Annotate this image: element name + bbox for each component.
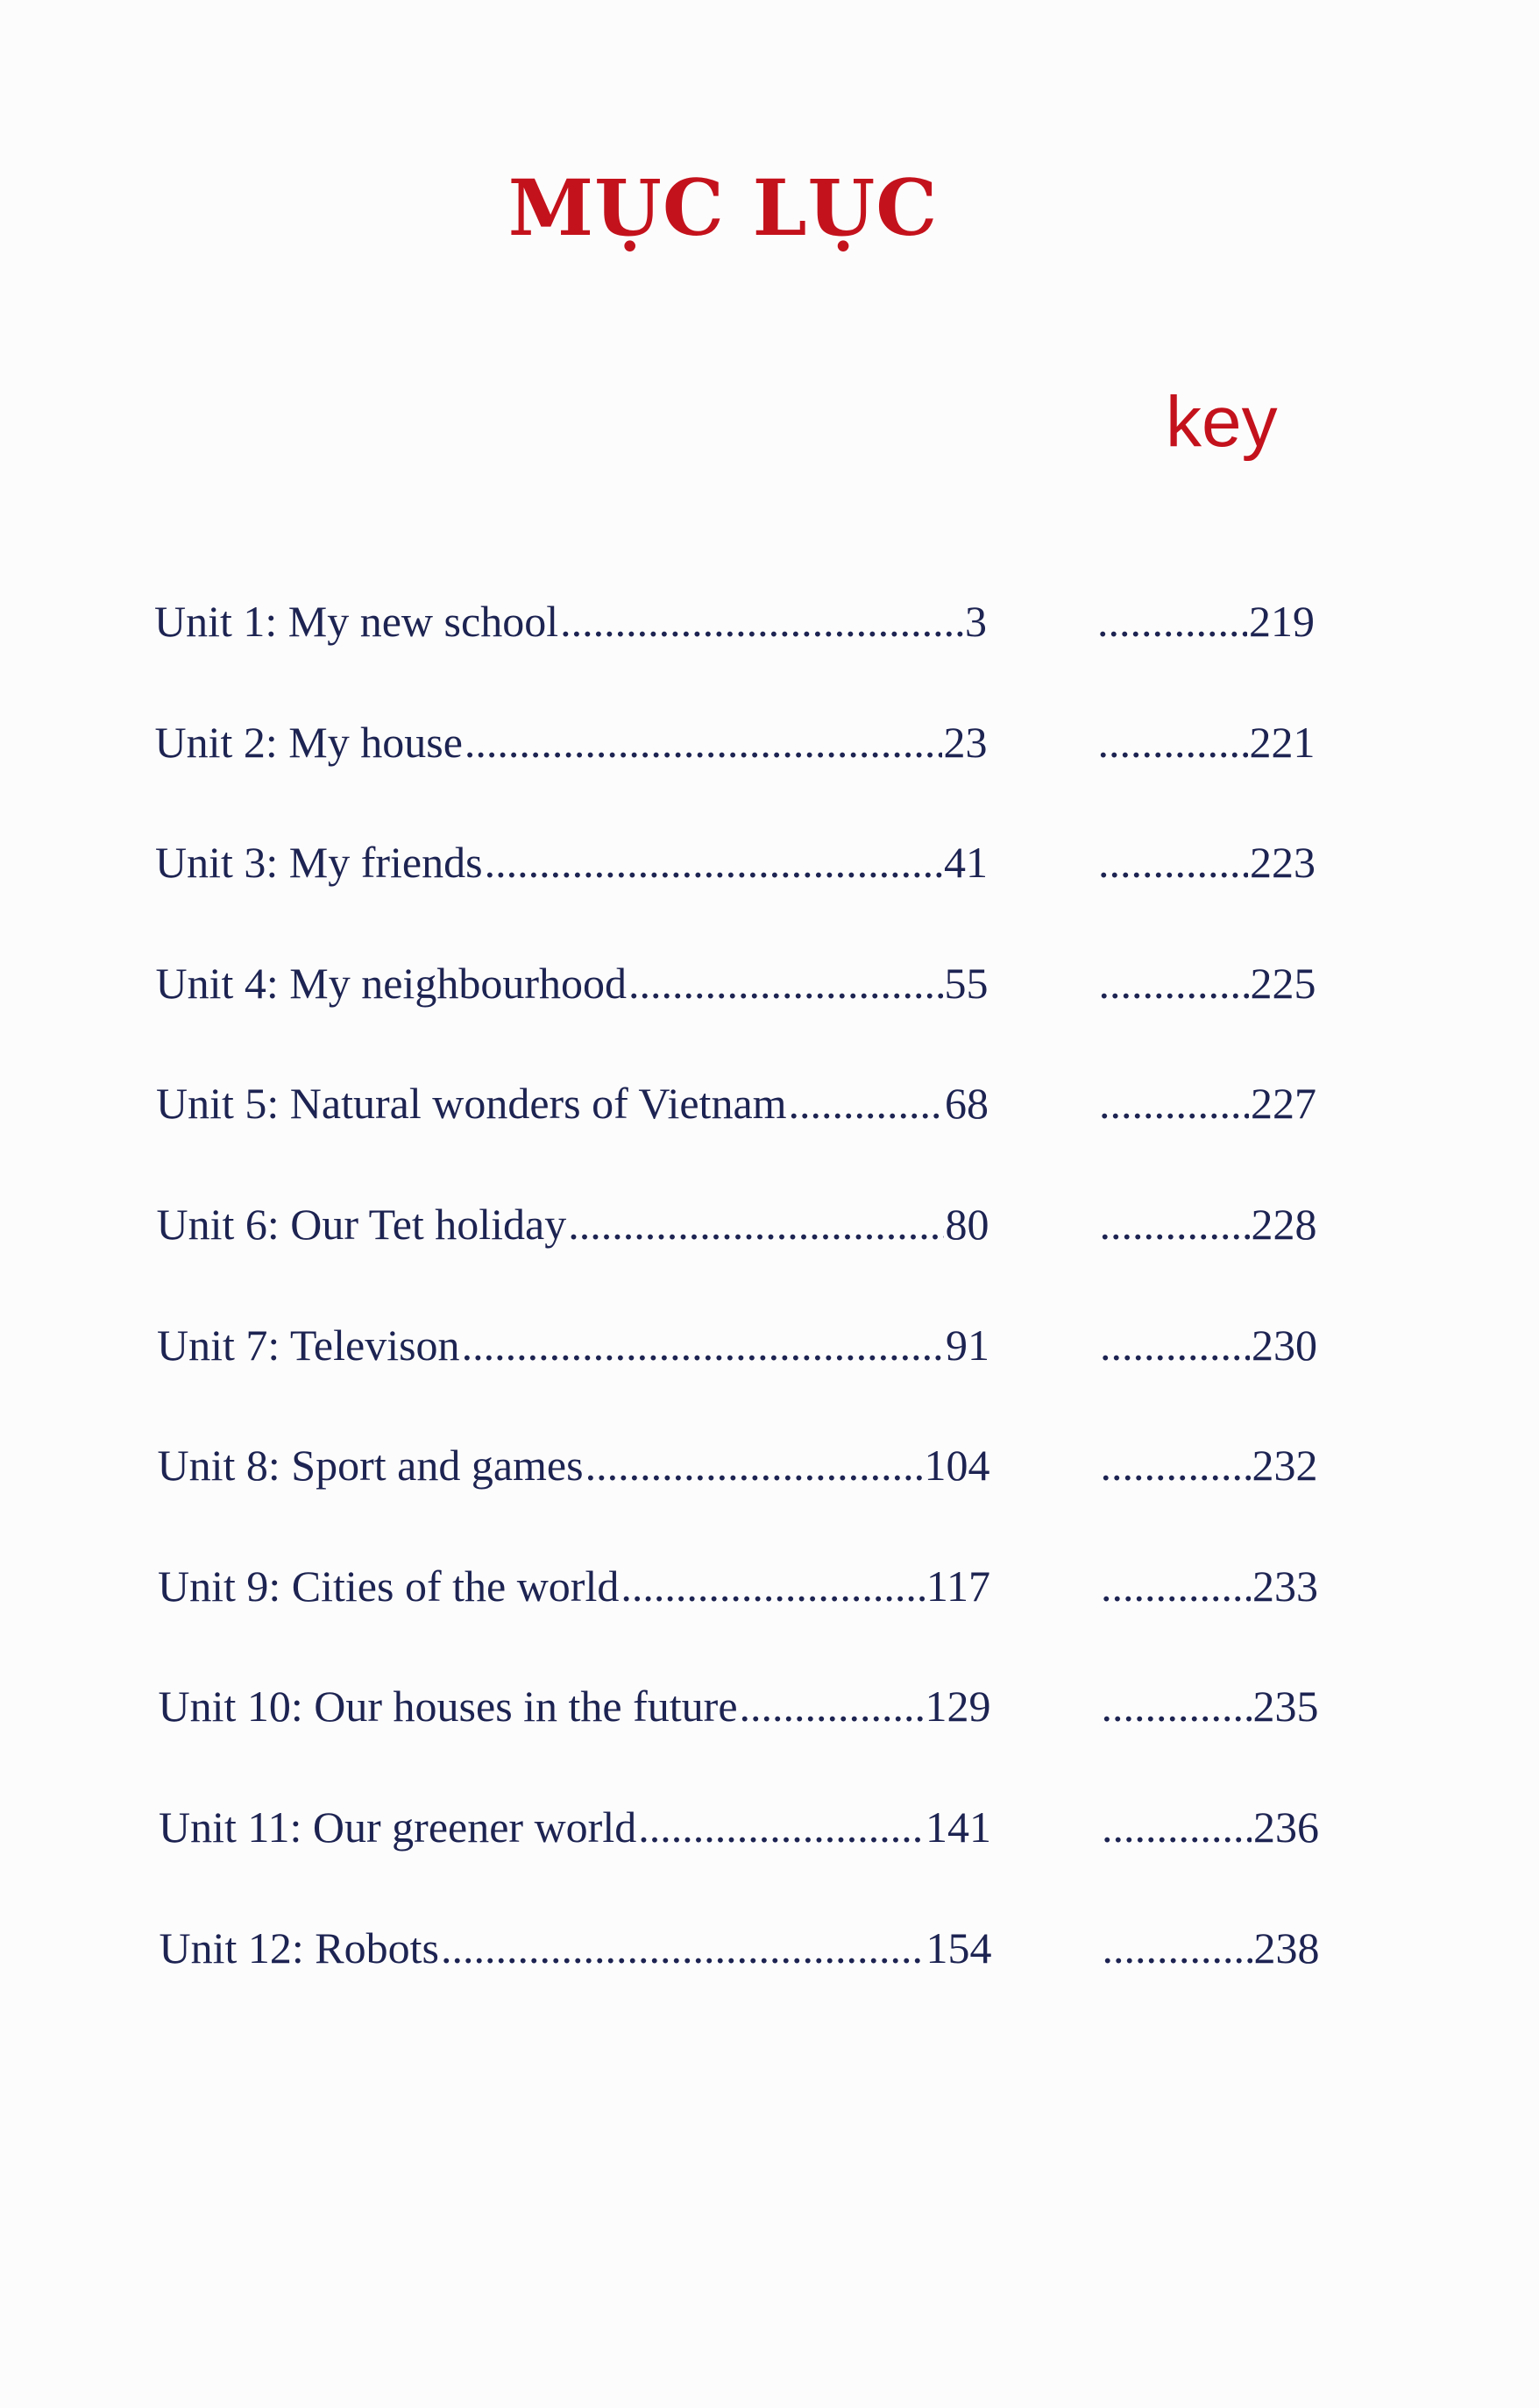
- toc-entry-main: Unit 12: Robots 154: [160, 1923, 992, 1973]
- toc-entry-main: Unit 4: My neighbourhood 55: [156, 958, 989, 1009]
- page-number: 41: [944, 838, 988, 888]
- leader-dots: [789, 1078, 943, 1129]
- leader-dots: [568, 1199, 943, 1250]
- toc-entry-main: Unit 5: Natural wonders of Vietnam 68: [156, 1078, 989, 1129]
- toc-entry-main: Unit 11: Our greener world 141: [159, 1802, 991, 1852]
- page-number: 141: [926, 1802, 991, 1852]
- key-page-number: 223: [1250, 838, 1316, 888]
- toc-entry-key: 219: [1096, 596, 1315, 647]
- toc-entry-main: Unit 7: Televison 91: [157, 1320, 989, 1370]
- leader-dots: [1100, 1320, 1250, 1370]
- toc-entry[interactable]: Unit 9: Cities of the world 117 233: [158, 1561, 1323, 1622]
- toc-entry[interactable]: Unit 12: Robots 154 238: [160, 1923, 1325, 1984]
- key-page-number: 236: [1253, 1802, 1319, 1852]
- leader-dots: [1098, 717, 1248, 768]
- toc-entry-key: 227: [1097, 1078, 1316, 1129]
- key-page-number: 230: [1252, 1320, 1317, 1370]
- unit-title: Unit 1: My new school: [154, 597, 559, 646]
- leader-dots: [1102, 1802, 1252, 1852]
- key-page-number: 228: [1251, 1200, 1317, 1249]
- leader-dots: [1100, 1199, 1250, 1250]
- toc-entry-key: 221: [1096, 717, 1316, 768]
- toc-entry-main: Unit 3: My friends 41: [155, 837, 988, 888]
- page-number: 154: [926, 1923, 992, 1972]
- key-page-number: 233: [1252, 1561, 1318, 1611]
- key-column-heading: key: [1166, 382, 1278, 462]
- toc-entry-key: 238: [1101, 1923, 1320, 1973]
- leader-dots: [485, 837, 942, 888]
- toc-entry[interactable]: Unit 3: My friends 41 223: [155, 837, 1321, 898]
- page-number: 117: [926, 1561, 990, 1611]
- unit-title: Unit 11: Our greener world: [159, 1802, 637, 1852]
- page-number: 104: [924, 1441, 990, 1491]
- toc-entry[interactable]: Unit 4: My neighbourhood 55 225: [156, 958, 1322, 1019]
- toc-entry-main: Unit 10: Our houses in the future 129: [159, 1681, 991, 1732]
- page-number: 3: [965, 597, 987, 646]
- toc-entry-main: Unit 6: Our Tet holiday 80: [157, 1199, 989, 1250]
- toc-entry-main: Unit 1: My new school 3: [154, 596, 987, 647]
- key-page-number: 227: [1251, 1079, 1316, 1129]
- leader-dots: [740, 1681, 924, 1732]
- toc-entry[interactable]: Unit 1: My new school 3 219: [154, 596, 1320, 657]
- leader-dots: [1099, 1078, 1249, 1129]
- leader-dots: [638, 1802, 924, 1852]
- toc-entry[interactable]: Unit 8: Sport and games 104 232: [158, 1440, 1323, 1501]
- toc-entry-key: 232: [1099, 1440, 1318, 1491]
- page-number: 129: [925, 1682, 991, 1732]
- key-page-number: 219: [1249, 597, 1315, 646]
- toc-entry[interactable]: Unit 6: Our Tet holiday 80 228: [157, 1199, 1323, 1260]
- key-page-number: 235: [1252, 1682, 1319, 1732]
- leader-dots: [465, 717, 942, 768]
- unit-title: Unit 12: Robots: [159, 1923, 439, 1972]
- leader-dots: [1101, 1561, 1251, 1611]
- toc-entry[interactable]: Unit 2: My house 23 221: [155, 717, 1321, 778]
- leader-dots: [1103, 1923, 1252, 1973]
- key-page-number: 232: [1252, 1441, 1318, 1491]
- toc-entry-key: 233: [1099, 1561, 1318, 1611]
- key-page-number: 225: [1250, 958, 1316, 1008]
- leader-dots: [462, 1320, 944, 1370]
- leader-dots: [1097, 596, 1247, 647]
- leader-dots: [1098, 837, 1248, 888]
- page-number: 55: [944, 958, 989, 1008]
- unit-title: Unit 9: Cities of the world: [158, 1561, 620, 1611]
- toc-entry-key: 230: [1098, 1320, 1317, 1370]
- leader-dots: [1101, 1440, 1251, 1491]
- toc-entry[interactable]: Unit 10: Our houses in the future 129 235: [159, 1681, 1324, 1742]
- unit-title: Unit 7: Televison: [157, 1320, 460, 1370]
- page-title: MỤC LỤC: [507, 162, 939, 253]
- leader-dots: [1102, 1681, 1252, 1732]
- key-page-number: 221: [1249, 717, 1316, 767]
- toc-entry[interactable]: Unit 11: Our greener world 141 236: [159, 1802, 1324, 1863]
- leader-dots: [621, 1561, 925, 1611]
- page-number: 23: [943, 717, 988, 767]
- toc-entry-key: 228: [1098, 1199, 1317, 1250]
- toc-entry-main: Unit 9: Cities of the world 117: [158, 1561, 990, 1611]
- toc-entry-main: Unit 2: My house 23: [155, 717, 988, 768]
- key-page-number: 238: [1253, 1923, 1320, 1972]
- unit-title: Unit 4: My neighbourhood: [155, 958, 627, 1008]
- page-number: 91: [946, 1320, 989, 1370]
- toc-entry-main: Unit 8: Sport and games 104: [158, 1440, 990, 1491]
- toc-entry-key: 235: [1100, 1681, 1319, 1732]
- leader-dots: [628, 958, 943, 1009]
- leader-dots: [585, 1440, 923, 1491]
- unit-title: Unit 2: My house: [154, 717, 463, 767]
- toc-entry[interactable]: Unit 7: Televison 91 230: [157, 1320, 1323, 1381]
- unit-title: Unit 8: Sport and games: [157, 1441, 584, 1491]
- leader-dots: [1099, 958, 1249, 1009]
- page-number: 68: [945, 1079, 989, 1129]
- toc-entry-key: 225: [1097, 958, 1316, 1009]
- unit-title: Unit 3: My friends: [155, 838, 483, 888]
- leader-dots: [560, 596, 963, 647]
- unit-title: Unit 6: Our Tet holiday: [156, 1200, 567, 1249]
- unit-title: Unit 5: Natural wonders of Vietnam: [156, 1079, 787, 1129]
- leader-dots: [441, 1923, 925, 1973]
- page-number: 80: [945, 1200, 989, 1249]
- toc-entry[interactable]: Unit 5: Natural wonders of Vietnam 68 227: [156, 1078, 1322, 1139]
- unit-title: Unit 10: Our houses in the future: [158, 1682, 738, 1732]
- toc-entry-key: 223: [1096, 837, 1316, 888]
- toc-entry-key: 236: [1100, 1802, 1319, 1852]
